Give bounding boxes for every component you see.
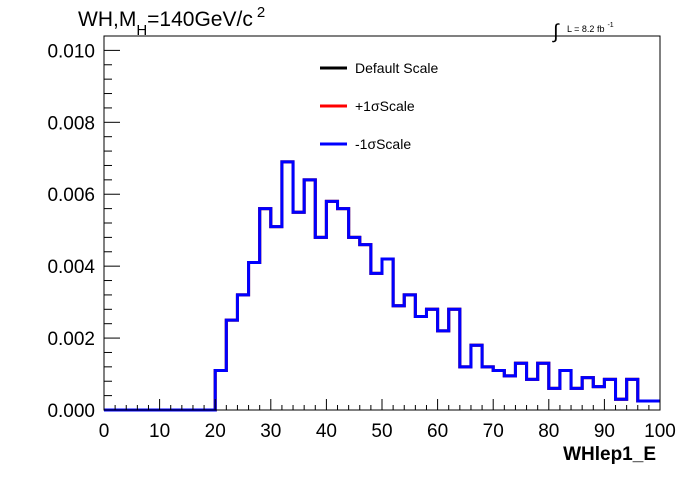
y-tick-label: 0.000 (47, 401, 95, 422)
y-tick-label: 0.002 (47, 329, 95, 350)
legend-label: -1σScale (355, 136, 411, 152)
title-main: WH,M (78, 8, 136, 31)
luminosity-superscript: -1 (607, 22, 613, 29)
series-line-2 (104, 160, 660, 412)
y-tick-label: 0.010 (47, 41, 95, 62)
x-tick-label: 70 (483, 421, 504, 442)
luminosity-integral-sign: ∫ (552, 21, 560, 43)
x-tick-label: 40 (316, 421, 337, 442)
x-tick-label: 90 (594, 421, 615, 442)
title-superscript: 2 (257, 4, 265, 21)
y-tick-label: 0.004 (47, 257, 95, 278)
x-axis-label: WHlep1_E (563, 444, 656, 465)
x-tick-label: 10 (149, 421, 170, 442)
chart-title: WH,MH=140GeV/c 2 (78, 4, 265, 39)
legend: Default Scale +1σScale -1σScale (320, 60, 438, 152)
x-tick-label: 100 (644, 421, 676, 442)
x-tick-label: 20 (205, 421, 226, 442)
x-tick-label: 30 (260, 421, 281, 442)
y-tick-label: 0.006 (47, 185, 95, 206)
title-subscript: H (136, 22, 147, 39)
x-tick-label: 80 (538, 421, 559, 442)
series-layer (104, 160, 660, 412)
x-tick-label: 50 (371, 421, 392, 442)
y-tick-label: 0.008 (47, 113, 95, 134)
axis-layer: 0 10 20 30 40 50 60 70 80 90 100 0.000 0.002 0.004 0.0… (47, 35, 676, 442)
legend-label: +1σScale (355, 98, 415, 114)
luminosity-label: L = 8.2 fb -1 (567, 22, 614, 34)
title-rest: =140GeV/c (147, 8, 253, 31)
x-tick-label: 60 (427, 421, 448, 442)
luminosity-text: L = 8.2 fb (567, 24, 604, 34)
x-tick-label: 0 (99, 421, 110, 442)
legend-label: Default Scale (355, 60, 438, 76)
